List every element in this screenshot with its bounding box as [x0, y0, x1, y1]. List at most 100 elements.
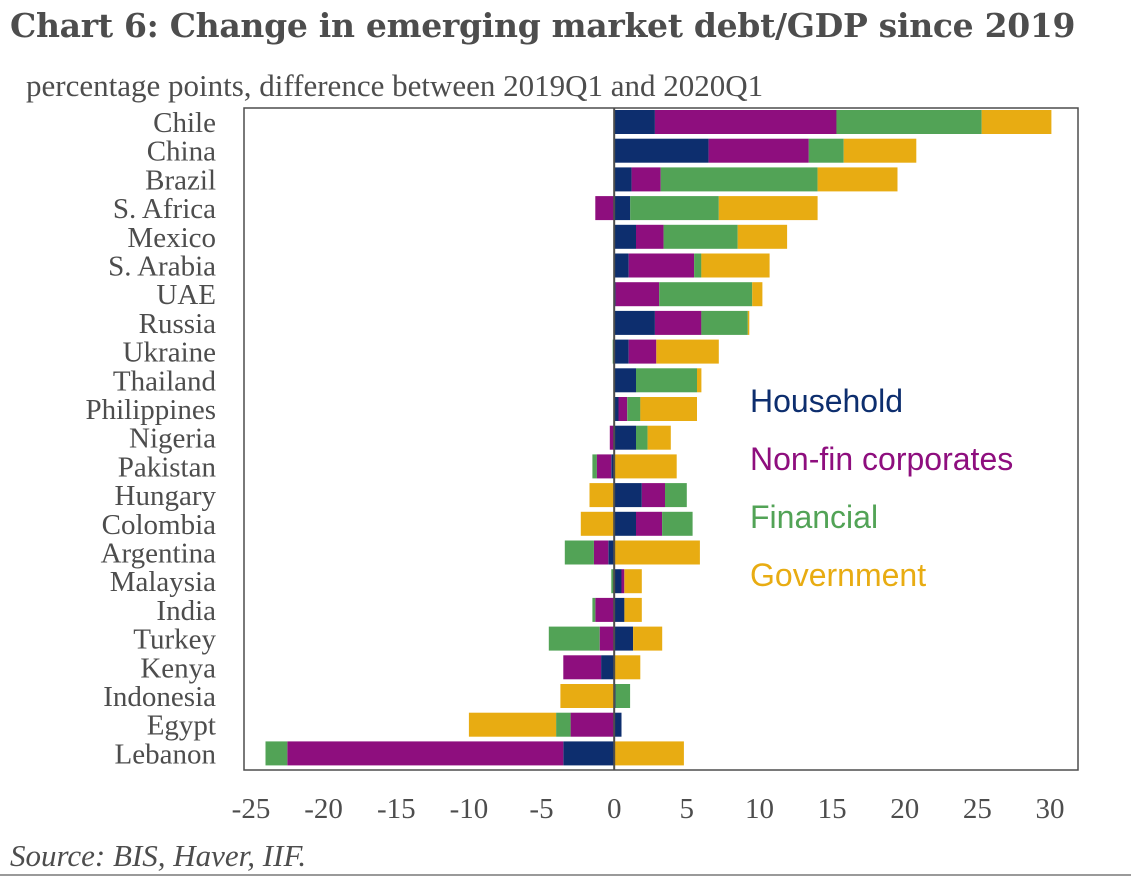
- bar-ukraine-government: [656, 339, 719, 364]
- bar-china-household: [614, 138, 709, 163]
- bar-egypt-household: [614, 712, 622, 737]
- bar-thailand-financial: [636, 368, 697, 393]
- bar-china-financial: [808, 138, 844, 163]
- bar-pakistan-non-fin-corporates: [596, 454, 612, 479]
- category-label-nigeria: Nigeria: [129, 423, 216, 455]
- category-label-mexico: Mexico: [127, 222, 216, 254]
- bar-brazil-non-fin-corporates: [631, 167, 661, 192]
- bar-philippines-government: [640, 397, 697, 421]
- category-label-turkey: Turkey: [133, 624, 216, 656]
- bar-thailand-government: [697, 368, 702, 393]
- x-tick-label: -20: [304, 793, 343, 825]
- category-label-kenya: Kenya: [140, 652, 216, 684]
- bar-nigeria-government: [647, 425, 671, 450]
- bar-pakistan-household: [611, 454, 615, 479]
- legend: Household Non-fin corporates Financial Gove…: [750, 383, 1013, 593]
- category-label-uae: UAE: [156, 279, 216, 311]
- bottom-divider: [0, 874, 1131, 876]
- bar-brazil-financial: [660, 167, 818, 192]
- bar-nigeria-household: [614, 425, 636, 450]
- bar-s-arabia-financial: [694, 253, 702, 278]
- bar-nigeria-financial: [636, 425, 648, 450]
- x-tick-label: -15: [377, 793, 416, 825]
- bar-pakistan-financial: [592, 454, 597, 479]
- bar-thailand-household: [614, 368, 636, 393]
- bar-ukraine-household: [614, 339, 629, 364]
- bar-malaysia-non-fin-corporates: [621, 569, 625, 594]
- x-tick-label: 30: [1036, 793, 1065, 825]
- category-label-brazil: Brazil: [145, 164, 216, 196]
- bar-egypt-non-fin-corporates: [570, 712, 615, 737]
- legend-item-non-fin-corporates: Non-fin corporates: [750, 441, 1013, 477]
- x-tick-label: 0: [607, 793, 622, 825]
- x-tick-label: 25: [963, 793, 992, 825]
- bar-s-africa-non-fin-corporates: [595, 196, 615, 221]
- bar-chile-household: [614, 110, 655, 134]
- x-tick-labels: -25 -20 -15 -10 -5 0 5 10 15 20 25 30: [232, 793, 1065, 825]
- bar-india-financial: [592, 597, 596, 622]
- bar-china-government: [843, 138, 917, 163]
- category-label-s-africa: S. Africa: [113, 193, 216, 225]
- bar-malaysia-government: [624, 569, 642, 594]
- bar-nigeria-non-fin-corporates: [609, 425, 615, 450]
- bar-china-non-fin-corporates: [708, 138, 809, 163]
- category-label-colombia: Colombia: [102, 509, 217, 541]
- bar-argentina-financial: [564, 540, 594, 565]
- bar-argentina-government: [614, 540, 700, 565]
- bar-brazil-government: [817, 167, 898, 192]
- bar-turkey-non-fin-corporates: [599, 626, 615, 651]
- bar-uae-financial: [659, 282, 753, 307]
- bar-malaysia-household: [614, 569, 622, 594]
- bar-lebanon-household: [563, 741, 615, 766]
- category-label-pakistan: Pakistan: [118, 451, 217, 483]
- bar-pakistan-government: [614, 454, 677, 479]
- bar-egypt-government: [468, 712, 557, 737]
- bar-chile-non-fin-corporates: [654, 110, 837, 134]
- category-label-china: China: [147, 136, 216, 168]
- bar-chile-financial: [836, 110, 982, 134]
- category-label-chile: Chile: [153, 107, 216, 139]
- x-tick-label: 20: [890, 793, 919, 825]
- bar-egypt-financial: [556, 712, 571, 737]
- bar-mexico-financial: [663, 224, 738, 249]
- bar-ukraine-non-fin-corporates: [628, 339, 657, 364]
- bar-chile-government: [981, 110, 1052, 134]
- bar-mexico-household: [614, 224, 636, 249]
- bar-colombia-government: [580, 511, 615, 536]
- category-label-russia: Russia: [139, 308, 216, 340]
- bar-mexico-non-fin-corporates: [636, 224, 664, 249]
- x-tick-label: -10: [450, 793, 489, 825]
- category-label-malaysia: Malaysia: [110, 566, 216, 598]
- bar-hungary-non-fin-corporates: [641, 483, 665, 508]
- category-label-ukraine: Ukraine: [123, 337, 216, 369]
- bar-s-arabia-non-fin-corporates: [628, 253, 695, 278]
- bars-group: [265, 110, 1052, 766]
- bar-turkey-household: [614, 626, 634, 651]
- bar-uae-non-fin-corporates: [615, 282, 660, 307]
- plot-area-frame: [243, 107, 1079, 771]
- legend-item-financial: Financial: [750, 499, 878, 535]
- category-label-india: India: [156, 595, 216, 627]
- bar-s-africa-household: [614, 196, 631, 221]
- bar-kenya-non-fin-corporates: [563, 655, 602, 680]
- category-label-thailand: Thailand: [113, 365, 217, 397]
- bar-hungary-financial: [665, 483, 687, 508]
- bar-s-africa-government: [718, 196, 818, 221]
- bar-colombia-household: [614, 511, 636, 536]
- bar-philippines-financial: [627, 397, 641, 421]
- x-tick-label: -25: [232, 793, 271, 825]
- bar-russia-non-fin-corporates: [654, 310, 702, 335]
- bar-russia-financial: [701, 310, 748, 335]
- bar-s-africa-financial: [630, 196, 719, 221]
- chart-title: Chart 6: Change in emerging market debt/…: [10, 6, 1076, 45]
- bar-indonesia-financial: [615, 684, 631, 708]
- bar-turkey-financial: [548, 626, 600, 651]
- category-label-s-arabia: S. Arabia: [108, 251, 216, 283]
- category-label-argentina: Argentina: [101, 538, 217, 570]
- bar-uae-government: [752, 282, 763, 307]
- chart-subtitle: percentage points, difference between 20…: [26, 68, 764, 103]
- bar-colombia-non-fin-corporates: [636, 511, 663, 536]
- category-label-lebanon: Lebanon: [115, 738, 217, 770]
